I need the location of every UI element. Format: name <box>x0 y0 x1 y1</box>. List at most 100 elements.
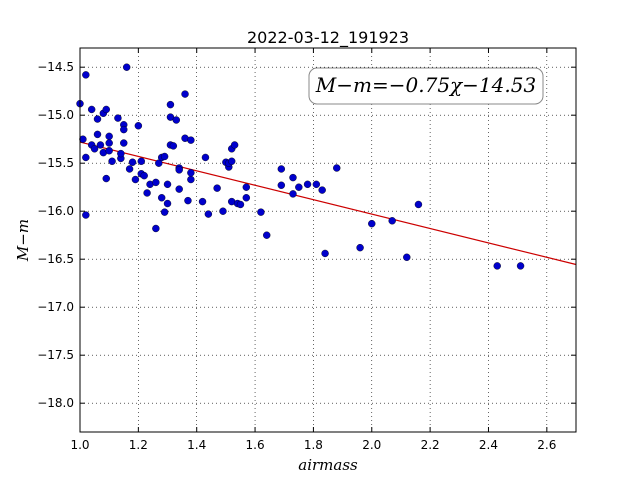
data-point <box>242 183 251 191</box>
data-point <box>388 217 396 225</box>
data-point <box>169 142 178 150</box>
x-tick-label: 2.0 <box>362 438 381 452</box>
data-point <box>114 114 122 122</box>
data-point <box>120 125 128 134</box>
data-point <box>143 189 151 197</box>
data-point <box>236 200 245 209</box>
fit-line <box>79 141 577 266</box>
data-point <box>166 100 175 109</box>
data-point <box>128 158 137 166</box>
data-point <box>131 175 140 184</box>
chart-title: 2022-03-12_191923 <box>247 28 409 48</box>
data-point <box>318 186 326 194</box>
data-point <box>368 219 376 228</box>
data-point <box>93 115 102 123</box>
x-tick-label: 1.6 <box>246 438 265 452</box>
data-point <box>175 185 183 193</box>
data-point <box>82 71 90 79</box>
data-point <box>414 200 423 209</box>
data-point <box>163 180 172 189</box>
data-point <box>187 169 195 177</box>
x-tick-labels: 1.0 1.2 1.4 1.6 1.8 2.0 2.2 2.4 2.6 <box>70 438 556 452</box>
data-point <box>213 184 221 192</box>
y-axis-label: M−m <box>14 219 32 262</box>
y-tick-label: −18.0 <box>37 396 74 410</box>
x-tick-label: 2.6 <box>537 438 556 452</box>
x-tick-label: 1.2 <box>129 438 148 452</box>
data-point <box>356 243 364 252</box>
x-tick-label: 1.0 <box>70 438 89 452</box>
data-point <box>122 63 131 71</box>
data-point <box>333 164 341 172</box>
data-point <box>184 196 192 205</box>
x-tick-label: 2.2 <box>421 438 440 452</box>
data-point <box>137 157 145 165</box>
data-point <box>516 262 525 270</box>
data-point <box>493 262 501 270</box>
data-point <box>157 194 166 202</box>
data-point <box>228 157 236 165</box>
data-point <box>82 211 90 219</box>
data-point <box>160 152 169 161</box>
data-point <box>181 90 189 98</box>
data-point <box>163 199 172 208</box>
data-point <box>108 157 116 165</box>
x-axis-label: airmass <box>298 456 358 474</box>
data-point <box>105 132 113 141</box>
data-point <box>295 183 303 191</box>
data-point <box>96 141 105 149</box>
data-point <box>312 180 321 189</box>
data-point <box>201 153 210 162</box>
data-point <box>242 194 251 202</box>
plot-background <box>80 48 576 432</box>
data-point <box>102 105 110 114</box>
y-tick-label: −17.0 <box>37 300 74 314</box>
plot-frame <box>79 47 577 433</box>
data-point <box>105 147 113 155</box>
data-point <box>172 116 180 124</box>
data-point <box>82 153 90 162</box>
x-tick-label: 2.4 <box>479 438 498 452</box>
data-point <box>198 197 207 206</box>
fit-equation-frame <box>308 67 544 105</box>
data-point <box>79 135 87 143</box>
data-point <box>187 136 195 144</box>
data-point <box>403 253 411 261</box>
data-point <box>93 130 102 139</box>
data-point <box>187 175 195 184</box>
x-tick-label: 1.8 <box>304 438 323 452</box>
x-tick-label: 1.4 <box>187 438 206 452</box>
data-point <box>87 105 96 114</box>
y-tick-label: −15.0 <box>37 108 74 122</box>
data-point <box>175 166 183 174</box>
data-point <box>160 208 169 216</box>
grid <box>79 48 576 432</box>
data-point <box>230 141 239 149</box>
data-point <box>321 249 329 258</box>
y-tick-label: −16.0 <box>37 204 74 218</box>
fit-equation-box: M−m=−0.75χ−14.53 <box>308 67 544 105</box>
axis-ticks <box>79 48 576 432</box>
data-point <box>277 181 286 189</box>
data-point <box>90 145 99 153</box>
data-point <box>105 139 113 147</box>
y-tick-labels: −14.5 −15.0 −15.5 −16.0 −16.5 −17.0 −17.5 −18.0 <box>37 60 74 410</box>
data-point <box>289 173 297 182</box>
fit-line-group <box>79 141 577 266</box>
data-point <box>303 180 312 189</box>
data-point <box>263 231 271 239</box>
y-tick-label: −17.5 <box>37 348 74 362</box>
y-tick-label: −16.5 <box>37 252 74 266</box>
y-tick-label: −14.5 <box>37 60 74 74</box>
data-point <box>166 113 175 121</box>
y-tick-label: −15.5 <box>37 156 74 170</box>
data-point <box>125 165 134 173</box>
data-point <box>289 190 297 198</box>
data-point <box>117 149 125 158</box>
data-points <box>76 63 525 270</box>
fit-equation: M−m=−0.75χ−14.53 <box>315 73 536 97</box>
data-point <box>102 174 110 183</box>
data-point <box>152 224 160 233</box>
data-point <box>120 139 128 147</box>
